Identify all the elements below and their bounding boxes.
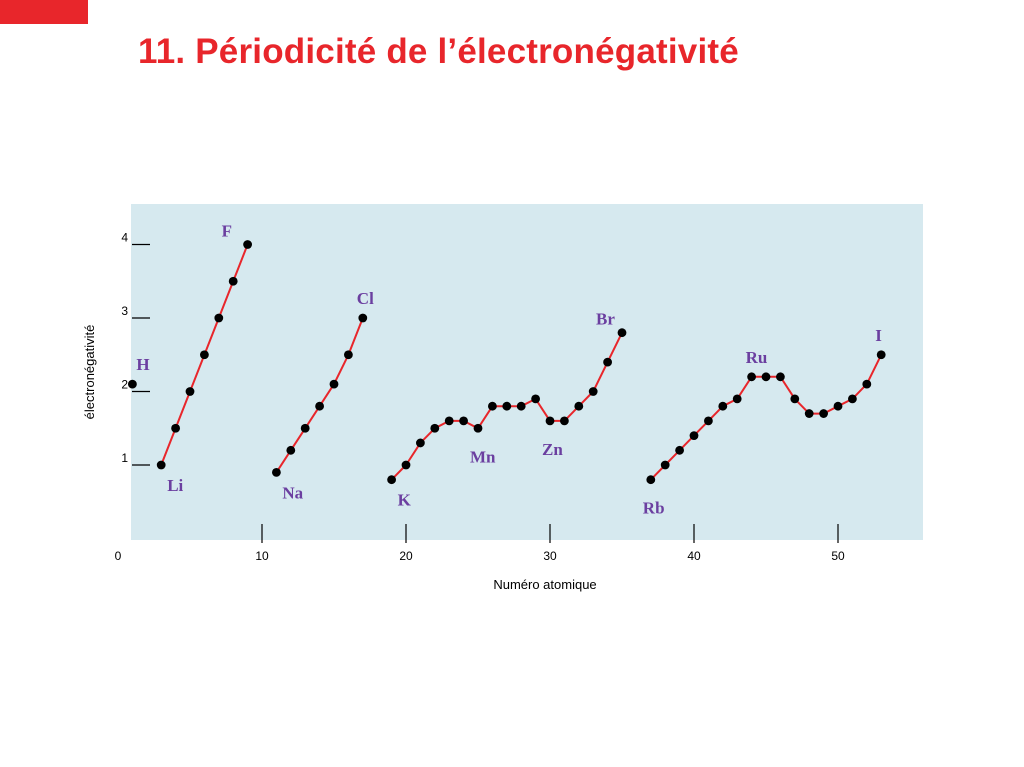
x-tick-label-0: 0 bbox=[115, 549, 122, 563]
data-point-3-29 bbox=[531, 394, 540, 404]
data-point-2-13 bbox=[300, 423, 310, 433]
data-point-2-15 bbox=[329, 379, 339, 389]
accent-bar bbox=[0, 0, 88, 24]
data-point-3-27 bbox=[502, 401, 512, 411]
element-label-f: F bbox=[222, 222, 232, 241]
x-axis: 0 10 20 30 40 50 bbox=[115, 524, 845, 563]
data-point-3-20 bbox=[401, 460, 411, 470]
element-label-zn: Zn bbox=[542, 440, 563, 459]
data-point-4-52 bbox=[862, 379, 872, 389]
data-point-4-48 bbox=[804, 409, 814, 418]
x-axis-title: Numéro atomique bbox=[493, 577, 596, 592]
element-label-k: K bbox=[398, 491, 412, 510]
data-point-1-3 bbox=[156, 460, 166, 470]
data-point-1-4 bbox=[171, 423, 181, 433]
x-tick-label-50: 50 bbox=[831, 549, 845, 563]
x-tick-label-30: 30 bbox=[543, 549, 557, 563]
element-label-i: I bbox=[875, 326, 882, 345]
element-label-h: H bbox=[136, 355, 149, 374]
data-point-3-28 bbox=[516, 401, 526, 411]
y-tick-label-2: 2 bbox=[121, 378, 128, 392]
data-point-3-21 bbox=[416, 438, 425, 448]
data-point-1-5 bbox=[185, 387, 195, 396]
data-point-1-9 bbox=[243, 240, 253, 249]
element-label-ru: Ru bbox=[746, 348, 768, 367]
data-point-4-37 bbox=[646, 475, 656, 485]
element-label-mn: Mn bbox=[470, 447, 496, 466]
data-point-4-44 bbox=[747, 372, 756, 382]
data-point-3-24 bbox=[459, 416, 468, 426]
data-point-0-1 bbox=[127, 379, 137, 389]
data-point-2-12 bbox=[286, 445, 296, 455]
data-point-4-51 bbox=[848, 394, 857, 404]
data-point-3-31 bbox=[560, 416, 569, 426]
data-point-3-34 bbox=[603, 357, 612, 367]
data-point-3-23 bbox=[444, 416, 454, 426]
data-point-3-25 bbox=[473, 423, 483, 433]
data-point-1-8 bbox=[228, 276, 238, 286]
x-tick-label-40: 40 bbox=[687, 549, 701, 563]
x-tick-label-10: 10 bbox=[255, 549, 269, 563]
data-point-1-7 bbox=[214, 313, 224, 323]
annotation-layer: H Li F Na Cl K Mn Zn Br Rb Ru I bbox=[136, 222, 882, 518]
data-point-4-43 bbox=[732, 394, 742, 404]
data-point-3-22 bbox=[430, 423, 440, 433]
data-point-4-41 bbox=[704, 416, 713, 426]
data-point-3-33 bbox=[588, 387, 598, 396]
element-label-rb: Rb bbox=[643, 499, 665, 518]
data-point-2-16 bbox=[344, 350, 353, 360]
data-point-4-47 bbox=[790, 394, 800, 404]
element-label-cl: Cl bbox=[357, 289, 374, 308]
data-point-4-38 bbox=[660, 460, 670, 470]
data-point-4-50 bbox=[833, 401, 843, 411]
data-point-2-17 bbox=[358, 313, 368, 323]
element-label-na: Na bbox=[282, 483, 303, 502]
y-tick-label-1: 1 bbox=[121, 451, 128, 465]
data-point-2-14 bbox=[315, 401, 324, 411]
y-axis: 1 2 3 4 bbox=[121, 231, 150, 466]
data-point-2-11 bbox=[272, 467, 281, 477]
marker-layer bbox=[127, 240, 886, 485]
data-point-3-19 bbox=[387, 475, 396, 485]
element-label-li: Li bbox=[167, 476, 183, 495]
data-point-4-39 bbox=[675, 445, 684, 455]
data-point-4-49 bbox=[819, 409, 828, 418]
y-tick-label-4: 4 bbox=[121, 231, 128, 245]
data-point-4-40 bbox=[689, 431, 699, 440]
y-tick-label-3: 3 bbox=[121, 304, 128, 318]
data-point-3-30 bbox=[545, 416, 555, 426]
data-point-3-32 bbox=[574, 401, 584, 411]
data-point-3-35 bbox=[617, 328, 627, 338]
data-point-4-53 bbox=[876, 350, 886, 360]
plot-area bbox=[131, 204, 923, 540]
data-point-4-46 bbox=[776, 372, 785, 382]
data-point-1-6 bbox=[200, 350, 209, 360]
data-point-3-26 bbox=[488, 401, 497, 411]
x-tick-label-20: 20 bbox=[399, 549, 413, 563]
y-axis-title: électronégativité bbox=[82, 325, 97, 420]
element-label-br: Br bbox=[596, 310, 615, 329]
data-point-4-42 bbox=[718, 401, 728, 411]
data-point-4-45 bbox=[761, 372, 771, 382]
slide-title: 11. Périodicité de l’électronégativité bbox=[138, 32, 739, 71]
